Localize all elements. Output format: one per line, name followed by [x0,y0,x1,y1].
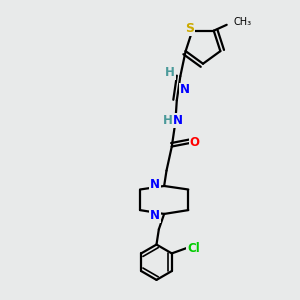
Text: N: N [150,178,160,191]
Text: H: H [165,66,175,79]
Text: N: N [180,83,190,97]
Text: O: O [190,136,200,149]
Text: CH₃: CH₃ [233,17,252,27]
Text: N: N [173,114,183,128]
Text: N: N [150,209,160,222]
Text: S: S [185,22,194,35]
Text: H: H [163,114,173,128]
Text: Cl: Cl [187,242,200,255]
